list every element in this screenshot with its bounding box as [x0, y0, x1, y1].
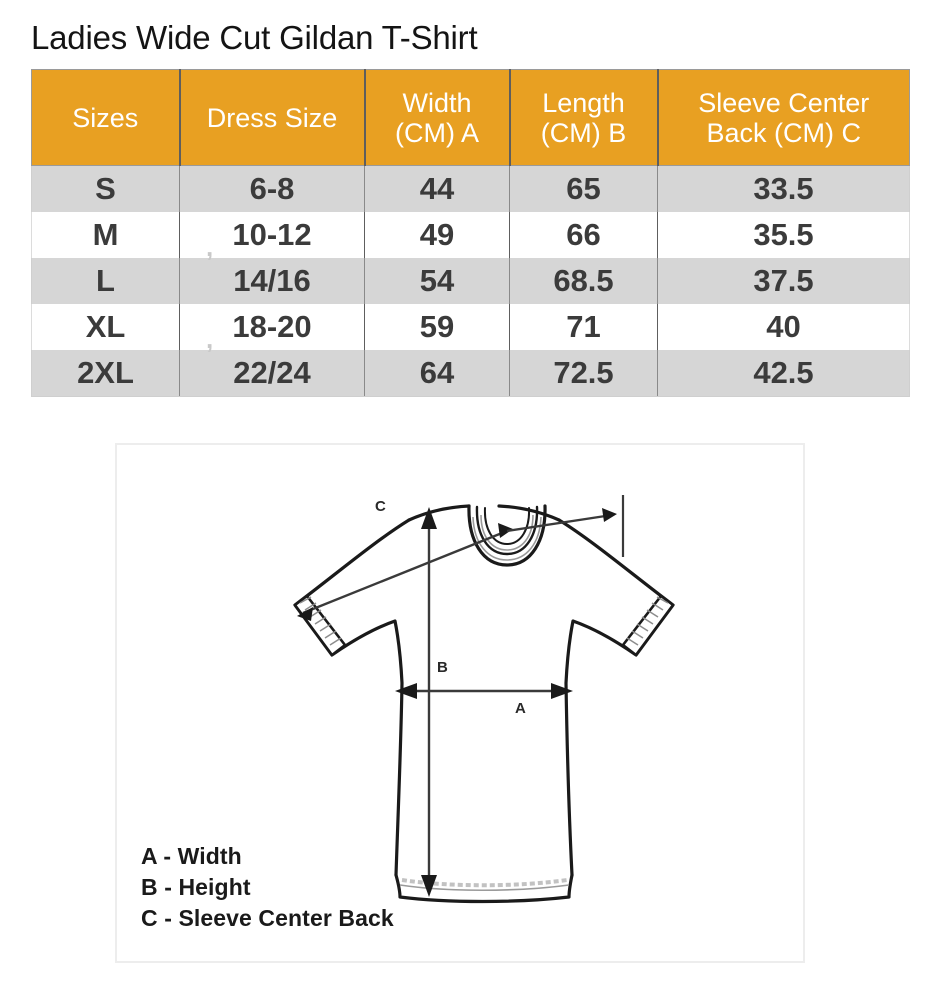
tshirt-outline-icon	[293, 504, 675, 904]
cell-sleeve: 42.5	[657, 350, 910, 397]
cell-dress-size-value: 22/24	[233, 355, 311, 390]
cell-size: XL	[31, 304, 180, 350]
legend-item-height: B - Height	[141, 874, 251, 900]
legend-item-width: A - Width	[141, 843, 242, 869]
table-row: L 14/16 54 68.5 37.5	[31, 258, 910, 304]
cell-dress-size-value: 18-20	[232, 309, 312, 344]
column-header-width-line1: Width	[402, 87, 472, 118]
cell-length: 65	[509, 165, 658, 212]
cell-dress-size: , 10-12	[179, 212, 365, 262]
table-row: S 6-8 44 65 33.5	[31, 165, 910, 212]
column-header-length-line1: Length	[542, 87, 625, 118]
cell-sleeve: 40	[657, 304, 910, 350]
column-header-width: Width (CM) A	[364, 69, 511, 166]
measure-label-b: B	[437, 659, 448, 676]
table-header-row: Sizes Dress Size Width (CM) A Length (CM…	[31, 69, 910, 166]
column-header-dress-size: Dress Size	[179, 69, 366, 166]
table-row: M , 10-12 49 66 35.5	[31, 212, 910, 262]
table-header: Sizes Dress Size Width (CM) A Length (CM…	[31, 69, 910, 166]
cell-width: 54	[364, 258, 510, 304]
legend: A - Width B - Height C - Sleeve Center B…	[141, 841, 394, 934]
cell-dress-size-value: 6-8	[249, 171, 295, 206]
column-header-sleeve-center-back: Sleeve Center Back (CM) C	[657, 69, 910, 166]
cell-sleeve: 37.5	[657, 258, 910, 304]
cell-dress-size: , 18-20	[179, 304, 365, 354]
cell-dress-size: 22/24	[179, 350, 365, 397]
page-title: Ladies Wide Cut Gildan T-Shirt	[31, 19, 478, 56]
cell-sleeve: 33.5	[657, 165, 910, 212]
scan-artifact-comma: ,	[206, 324, 214, 354]
measure-line-c	[297, 495, 625, 621]
right-sleeve-cuff	[621, 594, 675, 657]
table-row: XL , 18-20 59 71 40	[31, 304, 910, 354]
cell-dress-size-value: 10-12	[232, 217, 312, 252]
cell-dress-size-value: 14/16	[233, 263, 311, 298]
cell-dress-size: 6-8	[179, 165, 365, 212]
cell-sleeve: 35.5	[657, 212, 910, 258]
tshirt-diagram: C B A	[293, 495, 675, 904]
cell-size: 2XL	[31, 350, 180, 397]
cell-width: 64	[364, 350, 510, 397]
hem-stitch-band	[399, 878, 570, 892]
cell-size: L	[31, 258, 180, 304]
column-header-sizes: Sizes	[31, 69, 181, 166]
column-header-length-line2: (CM) B	[540, 117, 627, 148]
cell-width: 44	[364, 165, 510, 212]
measurement-diagram-panel: C B A	[115, 443, 805, 963]
measure-line-b	[421, 507, 437, 897]
cell-length: 68.5	[509, 258, 658, 304]
column-header-sleeve-line1: Sleeve Center	[698, 87, 870, 118]
table-body: S 6-8 44 65 33.5 M , 10-12 49 66 35.5 L …	[31, 165, 910, 397]
column-header-length: Length (CM) B	[509, 69, 659, 166]
cell-length: 71	[509, 304, 658, 350]
cell-size: S	[31, 165, 180, 212]
scan-artifact-comma: ,	[206, 232, 214, 262]
legend-item-sleeve: C - Sleeve Center Back	[141, 905, 394, 931]
measure-label-c: C	[375, 498, 386, 515]
cell-dress-size: 14/16	[179, 258, 365, 304]
size-chart-table-container: Sizes Dress Size Width (CM) A Length (CM…	[31, 69, 910, 397]
cell-width: 49	[364, 212, 510, 258]
measure-label-a: A	[515, 700, 526, 717]
column-header-sizes-line1: Sizes	[72, 102, 139, 133]
column-header-dress-size-line1: Dress Size	[206, 102, 338, 133]
cell-size: M	[31, 212, 180, 258]
column-header-sleeve-line2: Back (CM) C	[706, 117, 862, 148]
cell-width: 59	[364, 304, 510, 350]
table-row: 2XL 22/24 64 72.5 42.5	[31, 350, 910, 397]
cell-length: 66	[509, 212, 658, 258]
collar-rib-lines	[472, 514, 542, 561]
size-chart-table: Sizes Dress Size Width (CM) A Length (CM…	[31, 69, 910, 397]
cell-length: 72.5	[509, 350, 658, 397]
measure-line-a	[395, 683, 573, 699]
left-sleeve-cuff	[293, 594, 347, 657]
column-header-width-line2: (CM) A	[395, 117, 479, 148]
